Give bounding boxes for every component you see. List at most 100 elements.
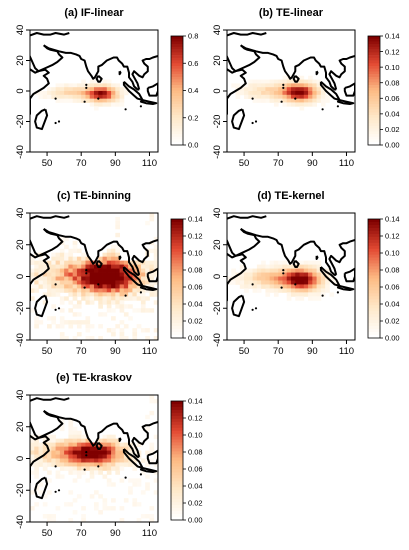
heat-cell bbox=[123, 450, 129, 455]
heat-cell bbox=[85, 336, 91, 340]
heat-cell bbox=[89, 474, 95, 479]
colorbar-swatch bbox=[171, 335, 183, 339]
heat-cell bbox=[47, 280, 52, 285]
heat-cell bbox=[132, 308, 138, 313]
heat-cell bbox=[136, 292, 142, 297]
heat-cell bbox=[145, 486, 150, 491]
colorbar-swatch bbox=[171, 305, 183, 309]
island-dot bbox=[139, 291, 142, 294]
heat-cell bbox=[68, 272, 74, 277]
heat-cell bbox=[55, 288, 61, 293]
heat-cell bbox=[76, 272, 82, 277]
heat-cell bbox=[111, 98, 116, 103]
heat-cell bbox=[98, 102, 103, 107]
colorbar-swatch bbox=[171, 269, 183, 273]
heat-cell bbox=[51, 268, 56, 273]
heat-cell bbox=[312, 280, 317, 285]
heat-cell bbox=[64, 466, 69, 471]
heat-cell bbox=[34, 442, 39, 447]
heat-cell bbox=[115, 288, 120, 293]
heat-cell bbox=[89, 272, 95, 277]
colorbar-swatch bbox=[171, 478, 183, 482]
colorbar-swatch bbox=[171, 299, 183, 303]
panel-title: (c) TE-binning bbox=[57, 190, 131, 202]
heat-cell bbox=[34, 280, 39, 285]
heat-cell bbox=[115, 87, 120, 92]
heat-cell bbox=[47, 276, 52, 281]
heat-cell bbox=[81, 276, 86, 281]
heat-cell bbox=[149, 264, 155, 269]
heat-cell bbox=[115, 264, 120, 269]
panel-title: (e) TE-kraskov bbox=[56, 372, 133, 384]
heat-cell bbox=[299, 106, 305, 111]
heat-cell bbox=[85, 280, 91, 285]
heat-cell bbox=[299, 280, 305, 285]
colorbar-swatch bbox=[368, 123, 380, 127]
colorbar-swatch bbox=[368, 239, 380, 244]
colorbar-swatch bbox=[171, 442, 183, 446]
heat-cell bbox=[153, 292, 158, 297]
heat-cell bbox=[51, 458, 56, 463]
heat-cell bbox=[30, 450, 35, 455]
x-tick-label: 50 bbox=[42, 346, 53, 357]
coastline bbox=[343, 267, 355, 283]
heat-cell bbox=[261, 280, 266, 285]
colorbar-swatch bbox=[171, 403, 183, 408]
heat-cell bbox=[316, 292, 322, 297]
island-dot bbox=[83, 286, 86, 289]
heat-cell bbox=[132, 458, 138, 463]
heat-cell bbox=[72, 292, 78, 297]
island-dot bbox=[336, 291, 339, 294]
heat-cell bbox=[64, 462, 69, 467]
heat-cell bbox=[72, 256, 78, 262]
colorbar-swatch bbox=[171, 257, 183, 261]
heat-cell bbox=[34, 316, 39, 321]
heat-cell bbox=[278, 94, 283, 100]
heat-cell bbox=[153, 252, 158, 258]
heat-cell bbox=[252, 276, 258, 281]
heat-cell bbox=[89, 292, 95, 297]
heat-cell bbox=[145, 220, 150, 226]
heat-cell bbox=[261, 272, 266, 277]
heat-cell bbox=[59, 474, 65, 479]
heat-cell bbox=[308, 272, 313, 277]
heat-cell bbox=[47, 434, 52, 440]
heat-cell bbox=[136, 284, 142, 289]
heat-cell bbox=[115, 292, 120, 297]
coastline bbox=[227, 228, 261, 257]
heat-cell bbox=[111, 91, 116, 96]
heat-cell bbox=[123, 304, 129, 309]
x-tick-label: 70 bbox=[273, 346, 284, 357]
heat-cell bbox=[59, 284, 65, 289]
heat-cell bbox=[320, 94, 326, 100]
coastline bbox=[336, 285, 355, 291]
heat-cell bbox=[85, 438, 91, 444]
heat-cell bbox=[295, 288, 300, 293]
colorbar-swatch bbox=[368, 87, 380, 91]
heat-cell bbox=[102, 454, 108, 459]
heat-cell bbox=[282, 94, 288, 100]
heat-cell bbox=[59, 276, 65, 281]
heat-cell bbox=[47, 518, 52, 522]
heat-cell bbox=[153, 328, 158, 333]
heat-cell bbox=[273, 272, 279, 277]
colorbar-swatch bbox=[171, 496, 183, 500]
heat-cell bbox=[47, 272, 52, 277]
heat-cell bbox=[76, 454, 82, 459]
heat-cell bbox=[76, 324, 82, 329]
heat-cell bbox=[76, 462, 82, 467]
heat-cell bbox=[68, 434, 74, 440]
heat-cell bbox=[42, 264, 48, 269]
coastline bbox=[95, 75, 103, 83]
heat-cell bbox=[64, 280, 69, 285]
island-dot bbox=[254, 307, 258, 310]
heat-cell bbox=[34, 450, 39, 455]
heat-cell bbox=[38, 458, 44, 463]
colorbar-swatch bbox=[171, 281, 183, 285]
heat-cell bbox=[265, 87, 271, 92]
heat-cell bbox=[149, 458, 155, 463]
island-dot bbox=[251, 283, 254, 286]
island-dot bbox=[139, 473, 142, 476]
colorbar-tick-label: 0.10 bbox=[385, 63, 400, 72]
